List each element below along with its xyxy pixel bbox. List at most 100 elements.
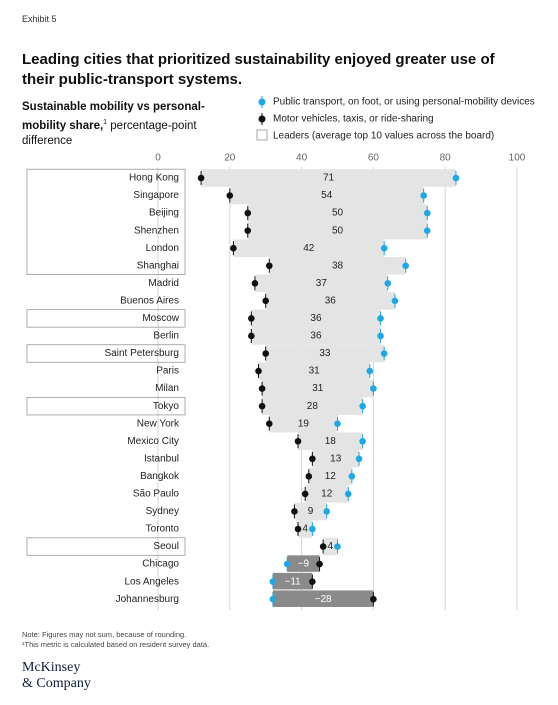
- difference-label: −11: [285, 576, 302, 587]
- logo: McKinsey & Company: [22, 660, 91, 692]
- category-label: Berlin: [153, 331, 179, 342]
- exhibit-label: Exhibit 5: [22, 14, 57, 24]
- leader-box: [26, 168, 186, 275]
- subtitle-bold: Sustainable mobility vs personal-mobilit…: [22, 101, 205, 132]
- dot: [334, 543, 341, 550]
- difference-bar: [251, 327, 381, 345]
- difference-bar: [312, 450, 360, 468]
- dot: [197, 174, 205, 182]
- chart-title: Leading cities that prioritized sustaina…: [22, 51, 495, 88]
- category-label: Toronto: [146, 524, 180, 535]
- category-label: Chicago: [142, 559, 179, 570]
- footnote-mark: 1: [103, 119, 108, 126]
- dot: [294, 437, 302, 445]
- x-tick-label: 60: [368, 153, 380, 164]
- legend-leader-box: [256, 129, 268, 141]
- dot: [377, 332, 384, 340]
- x-tick-label: 80: [440, 153, 452, 164]
- difference-bar: [272, 572, 313, 590]
- dot: [269, 595, 277, 603]
- difference-bar: [258, 362, 370, 380]
- difference-label: 37: [316, 278, 328, 289]
- x-tick-label: 20: [224, 153, 236, 164]
- difference-label: 54: [321, 190, 333, 201]
- difference-bar: [233, 239, 385, 257]
- difference-label: 13: [330, 453, 342, 464]
- difference-bar: [323, 537, 338, 556]
- dot: [262, 297, 270, 305]
- difference-bar: [247, 204, 428, 222]
- category-label: Milan: [155, 383, 179, 394]
- difference-bar: [294, 502, 327, 521]
- dot: [305, 473, 313, 480]
- dot: [265, 420, 273, 428]
- dot: [348, 473, 356, 480]
- dot: [380, 244, 388, 252]
- legend-label: Public transport, on foot, or using pers…: [273, 97, 535, 108]
- note: ¹This metric is calculated based on resi…: [22, 640, 210, 649]
- difference-bar: [251, 309, 381, 328]
- subtitle-text: percentage-point difference: [22, 119, 197, 147]
- category-label: Singapore: [133, 190, 179, 201]
- note: Note: Figures may not sum, because of ro…: [22, 630, 187, 639]
- category-label: Hong Kong: [129, 173, 179, 184]
- category-label: Tokyo: [153, 401, 180, 412]
- dot: [402, 262, 410, 270]
- dot: [319, 543, 327, 550]
- legend-dot: [258, 115, 266, 123]
- difference-bar: [254, 274, 388, 293]
- dot: [258, 385, 266, 392]
- x-tick-label: 40: [296, 153, 308, 164]
- dot: [244, 227, 252, 234]
- difference-label: 38: [332, 260, 344, 271]
- dot: [370, 385, 377, 392]
- difference-label: 9: [308, 506, 314, 517]
- leader-box: [26, 344, 186, 363]
- dot: [334, 420, 341, 428]
- difference-label: 42: [303, 243, 315, 254]
- dot: [262, 350, 270, 357]
- dot: [269, 578, 277, 585]
- legend-dot: [258, 98, 266, 106]
- difference-label: −28: [315, 594, 332, 605]
- dot: [384, 280, 392, 287]
- dot: [265, 262, 273, 270]
- difference-bar: [247, 221, 428, 240]
- category-label: Shenzhen: [134, 225, 179, 236]
- difference-bar: [308, 467, 352, 486]
- category-label: Moscow: [142, 313, 179, 324]
- difference-label: 36: [325, 295, 337, 306]
- difference-bar: [262, 397, 363, 415]
- difference-label: 18: [325, 436, 337, 447]
- difference-bar: [269, 256, 406, 275]
- dot: [301, 490, 309, 498]
- dot: [316, 560, 323, 568]
- difference-label: 4: [302, 524, 308, 535]
- difference-bar: [272, 590, 374, 607]
- difference-label: 12: [325, 471, 337, 482]
- difference-bar: [269, 414, 338, 433]
- difference-bar: [262, 379, 374, 398]
- dot: [370, 595, 377, 603]
- dot: [423, 209, 431, 217]
- category-label: Mexico City: [127, 436, 179, 447]
- leader-box: [26, 537, 186, 556]
- difference-bar: [298, 520, 313, 538]
- difference-label: −9: [298, 559, 310, 570]
- dot: [323, 508, 331, 515]
- category-label: Buenos Aires: [120, 295, 179, 306]
- difference-label: 36: [310, 313, 322, 324]
- difference-label: 33: [319, 348, 331, 359]
- logo-line: & Company: [22, 676, 91, 691]
- dot: [355, 455, 363, 463]
- dot: [248, 332, 255, 340]
- dot: [283, 560, 291, 568]
- category-label: Saint Petersburg: [105, 348, 180, 359]
- dot: [294, 525, 302, 533]
- dot: [423, 227, 431, 234]
- category-label: São Paulo: [133, 489, 180, 500]
- dot: [251, 280, 259, 287]
- difference-label: 19: [298, 418, 310, 429]
- dot: [452, 174, 460, 182]
